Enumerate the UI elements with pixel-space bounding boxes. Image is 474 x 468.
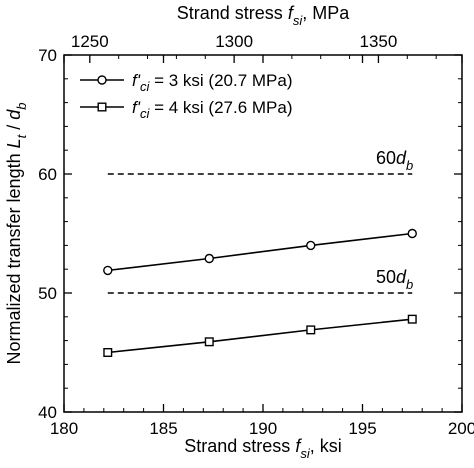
x-label-subscript: si [300,446,311,461]
x-label-suffix: , ksi [310,436,342,456]
y-label-slash: / [4,120,24,135]
reference-line-label: 60db [376,148,413,173]
series-line [107,318,413,354]
x-label-prefix: Strand stress [184,436,295,456]
x-label-symbol: f [295,436,302,456]
y-label-prefix: Normalized transfer length [4,148,24,364]
y-axis-label: Normalized transfer length Lt / db [4,102,29,364]
data-point-circle [103,265,113,276]
series-line [107,232,413,272]
legend-rest: = 3 ksi (20.7 MPa) [149,71,292,90]
legend-label: f'ci = 4 ksi (27.6 MPa) [132,98,293,121]
data-point-circle [306,240,316,251]
data-point-circle [407,228,417,239]
legend-marker-circle [97,75,107,85]
reference-subscript: b [406,277,413,292]
data-series [103,228,417,358]
x2-axis-label: Strand stress fsi, MPa [177,3,350,28]
x2-tick-label: 1300 [215,32,253,51]
x-axis-label: Strand stress fsi, ksi [184,436,341,461]
y-label-b-sub: b [14,102,29,109]
tick-labels: 180 185 190 195 200 1250 1300 1350 40 50 60 70 [38,32,474,438]
x2-label-suffix: , MPa [302,3,350,23]
y-label-L: L [4,138,24,148]
reference-subscript: b [406,158,413,173]
legend-symbol: f' [132,98,141,117]
tick-marks [63,54,463,413]
legend-subscript: ci [140,79,151,94]
data-point-circle [204,253,214,264]
reference-number: 50 [376,267,396,287]
x2-label-symbol: f [288,3,295,23]
legend-label: f'ci = 3 ksi (20.7 MPa) [132,71,293,94]
legend-subscript: ci [140,106,151,121]
reference-number: 60 [376,148,396,168]
data-point-square [306,325,316,335]
x2-label-prefix: Strand stress [177,3,288,23]
x-tick-label: 195 [348,419,376,438]
y-label-t-sub: t [14,133,29,138]
x2-label-subscript: si [293,13,304,28]
y-tick-label: 40 [38,403,57,422]
x-tick-label: 180 [50,419,78,438]
data-point-square [407,314,417,324]
x2-tick-label: 1250 [71,32,109,51]
legend: f'ci = 3 ksi (20.7 MPa)f'ci = 4 ksi (27.… [80,71,293,121]
x-tick-label: 190 [249,419,277,438]
y-tick-label: 60 [38,165,57,184]
legend-symbol: f' [132,71,141,90]
data-point-square [204,337,214,347]
y-tick-label: 70 [38,46,57,65]
x-tick-label: 200 [448,419,474,438]
y-label-d: d [4,109,24,120]
x-tick-label: 185 [149,419,177,438]
reference-line-label: 50db [376,267,413,292]
x2-tick-label: 1350 [360,32,398,51]
legend-marker-square [97,102,107,112]
y-tick-label: 50 [38,284,57,303]
reference-variable: d [396,148,407,168]
data-point-square [103,348,113,358]
legend-rest: = 4 ksi (27.6 MPa) [149,98,292,117]
reference-variable: d [396,267,407,287]
